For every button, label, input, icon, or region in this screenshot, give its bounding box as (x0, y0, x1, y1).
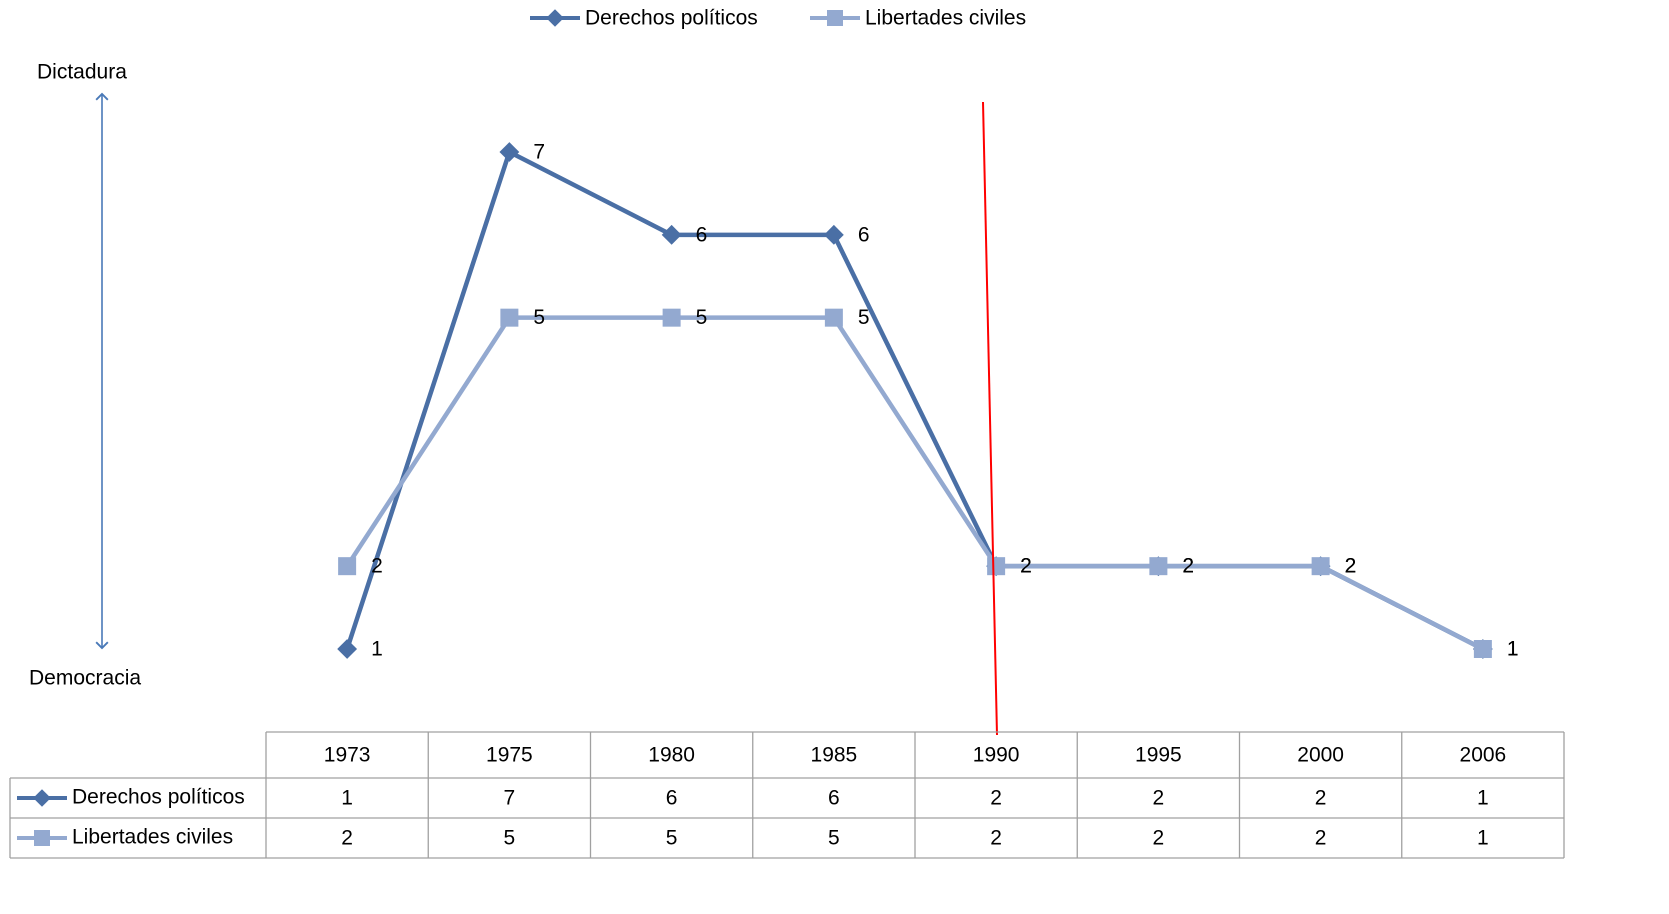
table-cell: 2 (1153, 787, 1165, 810)
marker (1311, 557, 1330, 576)
data-label: 1 (1507, 638, 1519, 661)
table-header: 2000 (1297, 744, 1344, 767)
data-label: 2 (1182, 555, 1194, 578)
table-row-label: Libertades civiles (72, 826, 233, 849)
reference-line (982, 101, 998, 736)
marker (824, 308, 843, 327)
data-label: 1 (371, 638, 383, 661)
table-cell: 2 (341, 827, 353, 850)
marker (499, 142, 520, 162)
table-cell: 5 (666, 827, 678, 850)
data-label: 2 (1020, 555, 1032, 578)
table-cell: 2 (990, 787, 1002, 810)
legend-label: Derechos políticos (585, 7, 758, 30)
table-cell: 7 (504, 787, 516, 810)
table-cell: 5 (828, 827, 840, 850)
marker (987, 557, 1006, 576)
y-label-bottom: Democracia (29, 667, 141, 690)
data-label: 6 (696, 223, 708, 246)
data-table: 1973 1975 1980 1985 1990 1995 2000 2006 Derechos… (9, 731, 1565, 859)
table-header: 1980 (648, 744, 695, 767)
data-label: 5 (858, 306, 870, 329)
marker (500, 308, 519, 327)
table-header: 2006 (1460, 744, 1507, 767)
table-cell: 2 (990, 827, 1002, 850)
table-header: 1975 (486, 744, 533, 767)
table-cell: 6 (666, 787, 678, 810)
marker (1473, 640, 1492, 658)
marker (337, 639, 358, 659)
marker (34, 830, 50, 846)
data-label: 7 (533, 141, 545, 164)
marker (338, 557, 357, 576)
legend-label: Libertades civiles (865, 7, 1026, 30)
table-cell: 1 (1477, 787, 1489, 810)
table-header: 1990 (973, 744, 1020, 767)
table-cell: 2 (1315, 827, 1327, 850)
y-label-top: Dictadura (37, 61, 127, 84)
table-cell: 2 (1315, 787, 1327, 810)
data-label: 6 (858, 223, 870, 246)
series-line (345, 315, 1484, 652)
data-label: 5 (696, 306, 708, 329)
table-header: 1985 (811, 744, 858, 767)
data-label: 2 (1345, 555, 1357, 578)
table-header: 1973 (324, 744, 371, 767)
table-header: 1995 (1135, 744, 1182, 767)
marker (827, 10, 843, 26)
marker (1149, 557, 1168, 576)
table-cell: 6 (828, 787, 840, 810)
marker (662, 308, 681, 327)
table-cell: 1 (1477, 827, 1489, 850)
data-label: 1 (1507, 638, 1519, 661)
data-label: 2 (371, 555, 383, 578)
table-cell: 1 (341, 787, 353, 810)
data-label: 5 (533, 306, 545, 329)
marker (546, 9, 564, 27)
marker (33, 789, 51, 807)
table-cell: 5 (504, 827, 516, 850)
data-label: 2 (1345, 555, 1357, 578)
table-cell: 2 (1153, 827, 1165, 850)
table-row-label: Derechos políticos (72, 786, 245, 809)
marker (823, 224, 844, 245)
marker (661, 224, 682, 245)
